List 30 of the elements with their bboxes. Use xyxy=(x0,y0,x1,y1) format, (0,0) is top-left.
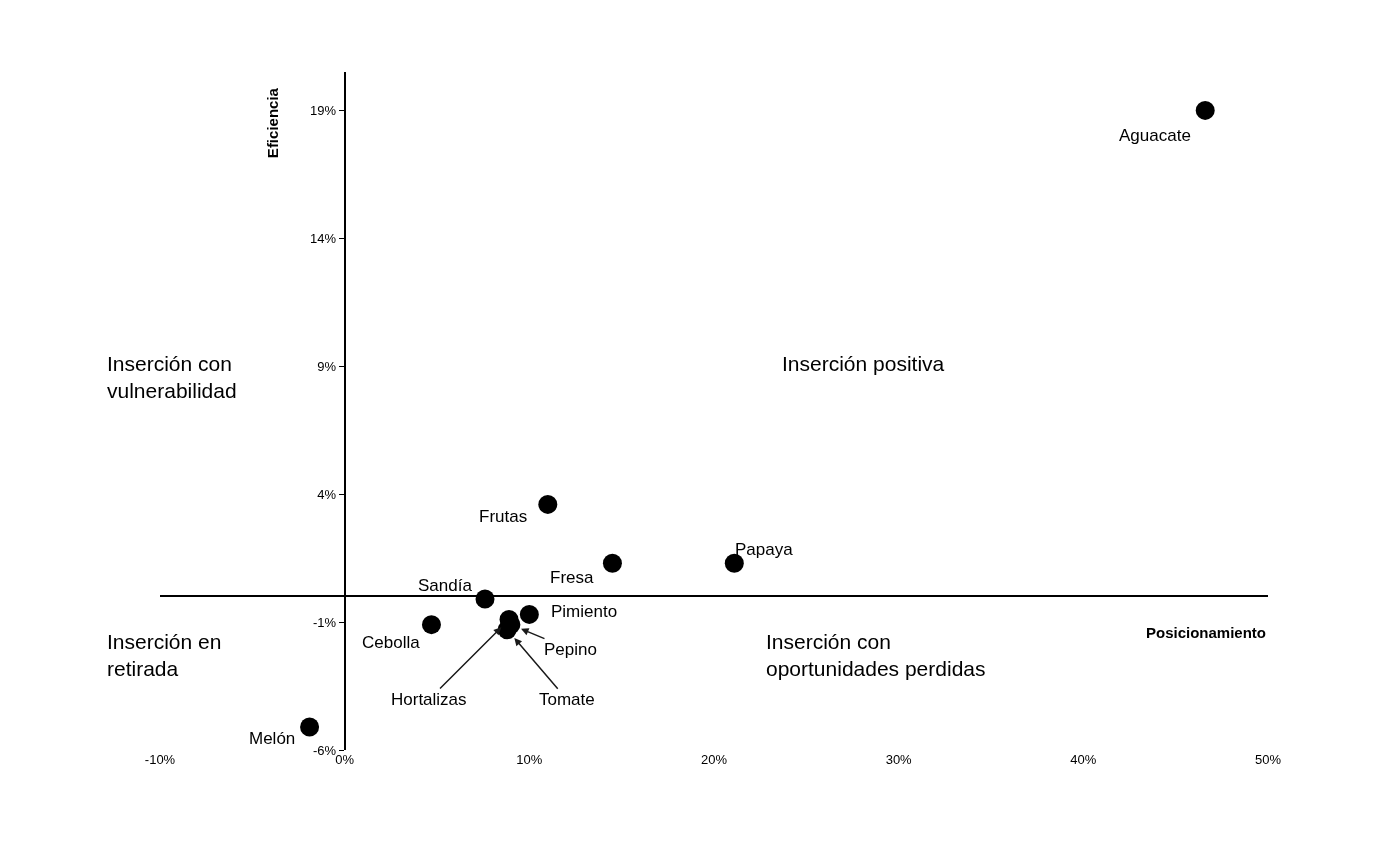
annotation: Inserción en retirada xyxy=(107,630,222,681)
x-tick-label: 20% xyxy=(700,752,728,767)
annotation: Papaya xyxy=(735,540,794,559)
annotation: Inserción con vulnerabilidad xyxy=(107,352,237,403)
annotation: Pimiento xyxy=(551,602,618,621)
annotation: Melón xyxy=(249,729,296,748)
x-tick-label: -10% xyxy=(144,752,176,767)
x-tick-label: 50% xyxy=(1254,752,1282,767)
y-axis-title: Eficiencia xyxy=(264,87,282,159)
annotation: Frutas xyxy=(479,507,528,526)
x-axis-title: Posicionamiento xyxy=(1146,624,1267,641)
y-tick-label: 9% xyxy=(317,358,337,374)
annotation: Inserción positiva xyxy=(782,352,945,375)
annotation: Fresa xyxy=(550,568,594,587)
y-tick-label: 19% xyxy=(310,102,337,118)
x-tick-label: 0% xyxy=(335,752,355,767)
annotation: Tomate xyxy=(539,690,595,709)
annotation: Cebolla xyxy=(362,633,421,652)
x-tick-label: 30% xyxy=(885,752,913,767)
x-tick-label: 40% xyxy=(1070,752,1097,767)
y-tick-label: -6% xyxy=(312,742,337,758)
y-tick-label: 14% xyxy=(310,230,337,246)
annotation: Aguacate xyxy=(1119,126,1191,145)
annotation: Hortalizas xyxy=(391,690,467,709)
annotation: Sandía xyxy=(418,576,473,595)
x-tick-label: 10% xyxy=(516,752,543,767)
annotation: Pepino xyxy=(544,640,597,659)
annotation: Inserción con oportunidades perdidas xyxy=(766,630,986,681)
y-tick-label: 4% xyxy=(317,486,337,502)
y-tick-label: -1% xyxy=(312,614,337,630)
